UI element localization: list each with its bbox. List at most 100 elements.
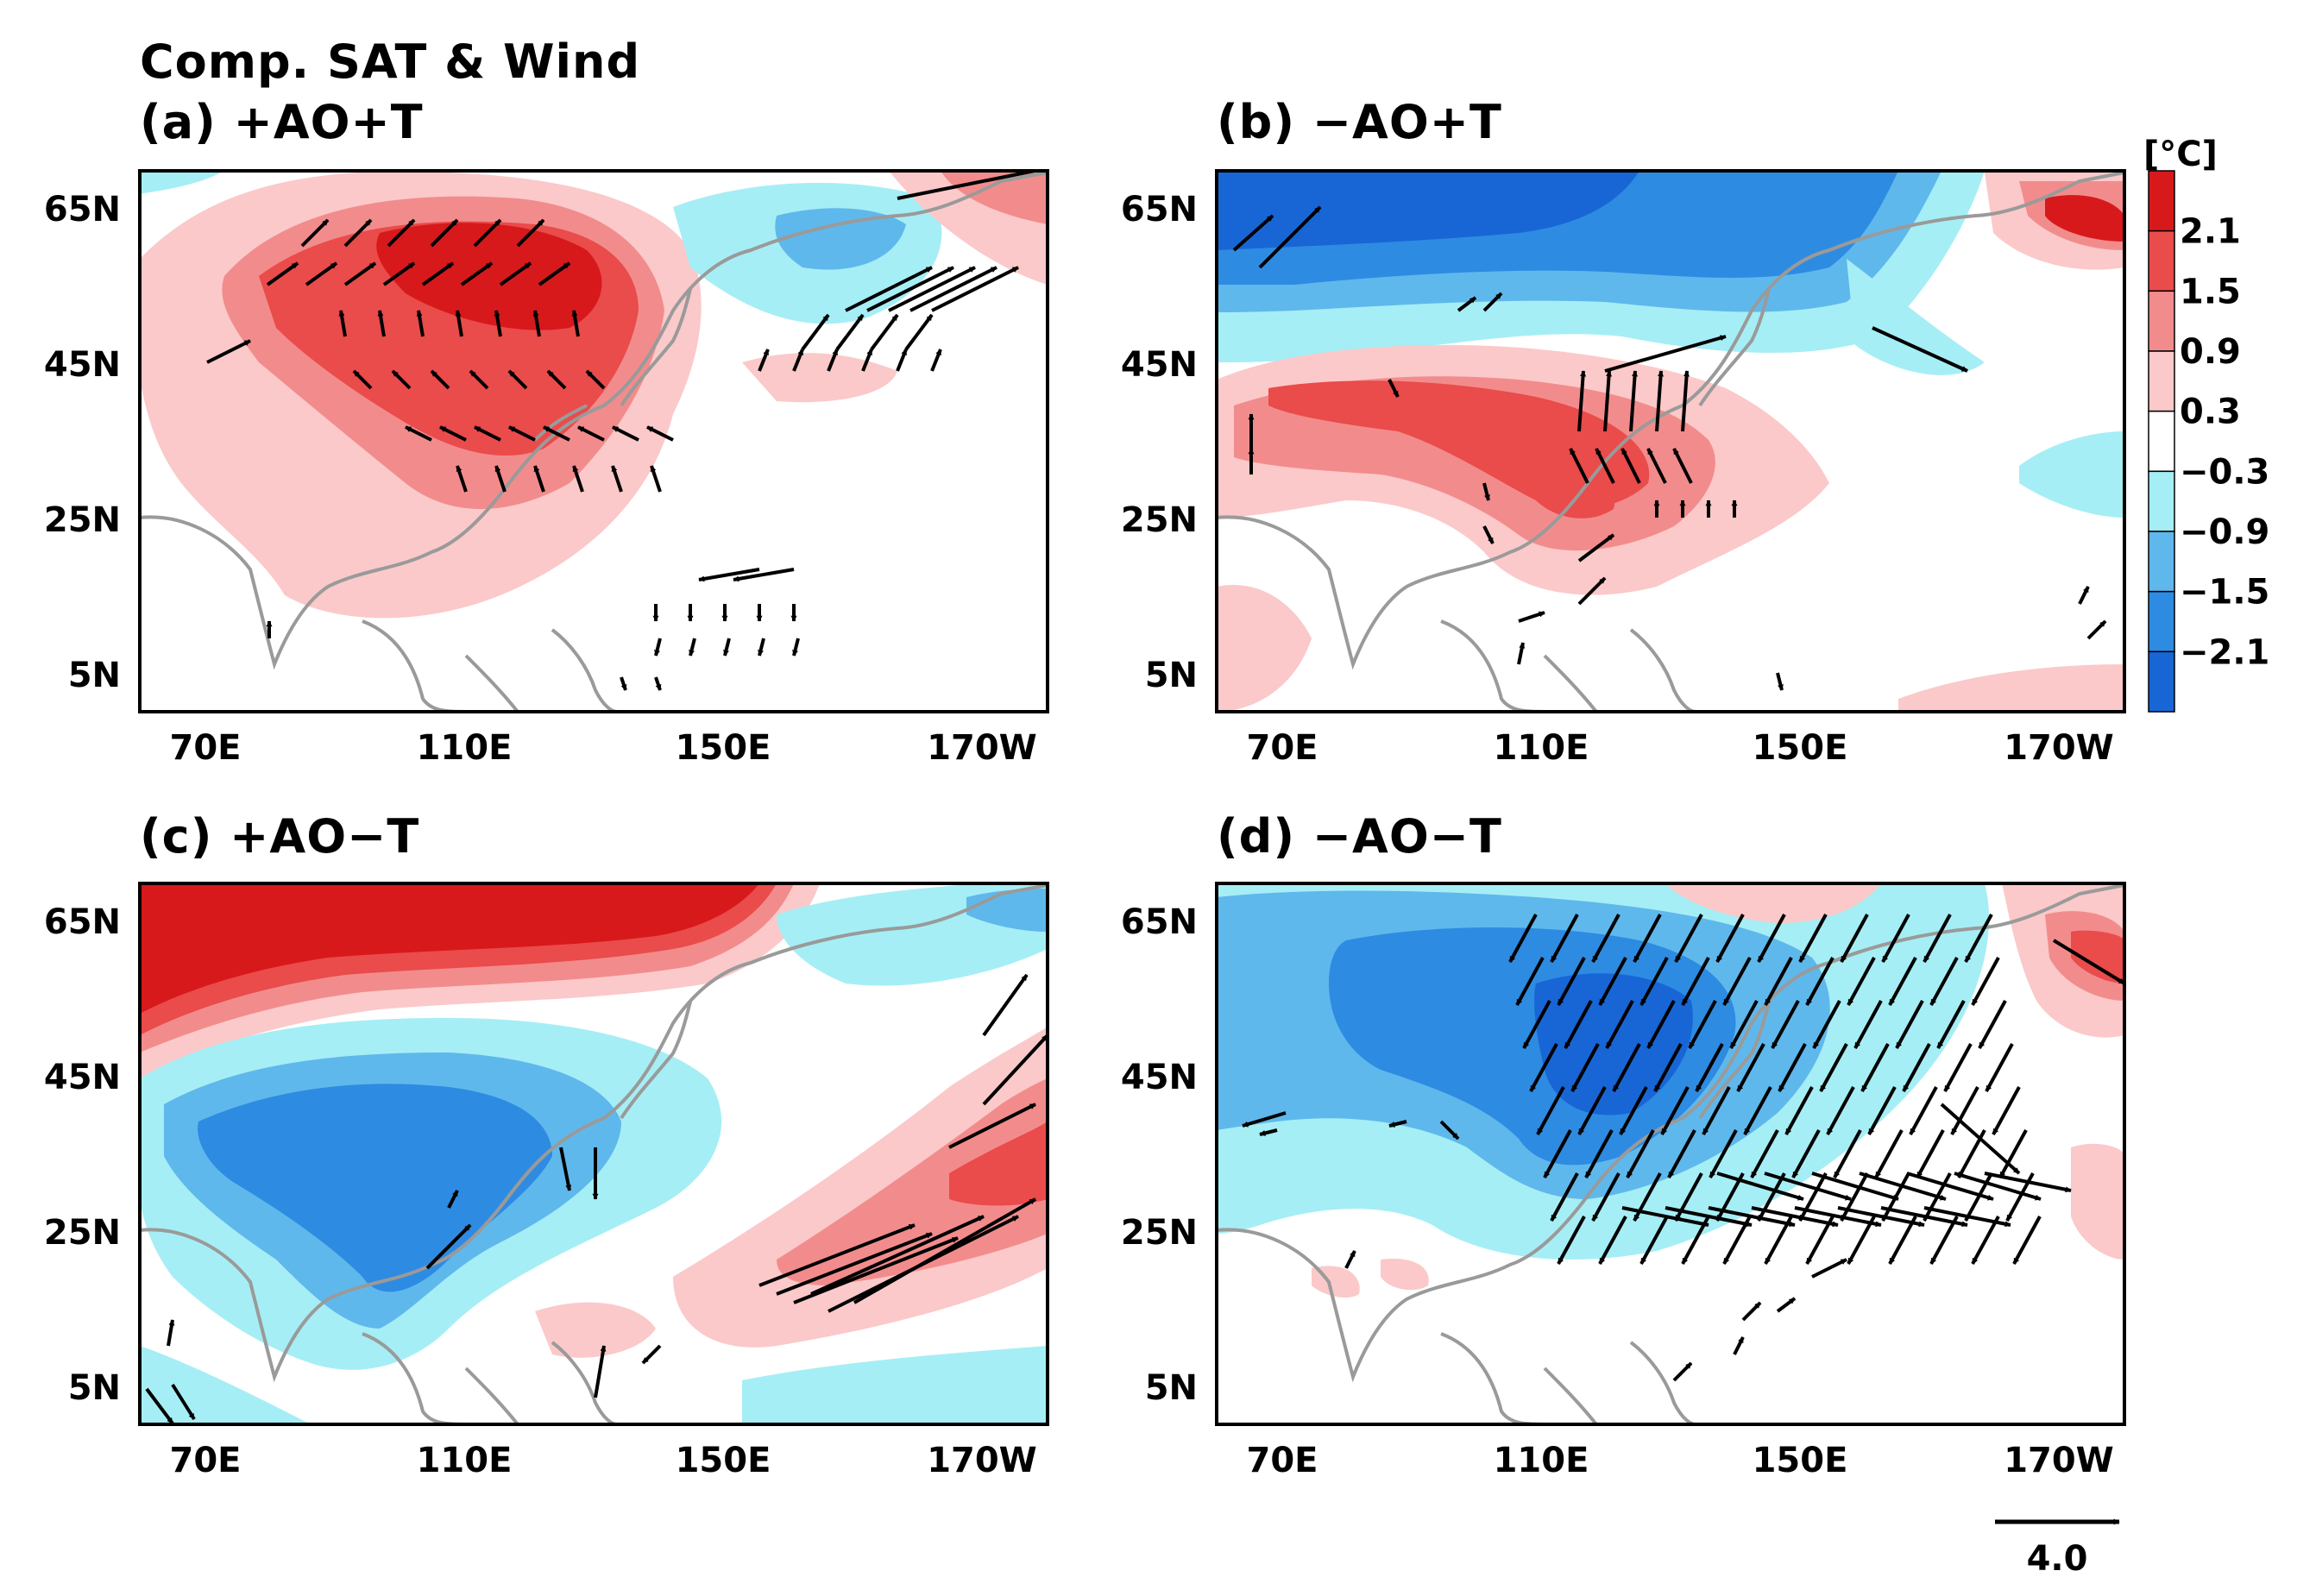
wind-arrow	[1771, 1000, 1800, 1049]
lat-tick: 65N	[1121, 902, 1198, 942]
lon-tick: 110E	[417, 1441, 513, 1480]
wind-arrow	[1992, 1086, 2021, 1135]
wind-arrow	[1667, 1129, 1696, 1178]
wind-arrow	[835, 313, 865, 351]
wind-arrow	[1923, 1206, 2011, 1228]
colorbar-level: −0.9	[2180, 512, 2269, 552]
wind-arrow	[1741, 1301, 1762, 1322]
wind-arrow	[1811, 1258, 1847, 1279]
wind-arrow	[1584, 1129, 1614, 1178]
wind-arrow	[145, 1387, 174, 1424]
wind-arrow	[1629, 370, 1639, 432]
wind-arrow	[1681, 957, 1710, 1006]
wind-arrow	[1646, 1000, 1676, 1049]
panel-b-title: (b) −AO+T	[1217, 95, 1502, 149]
wind-arrow	[1936, 1000, 1966, 1049]
colorbar-level: −0.3	[2180, 452, 2269, 492]
wind-arrow	[1482, 292, 1503, 312]
wind-arrow	[1665, 1206, 1753, 1228]
wind-arrow	[870, 313, 899, 351]
wind-arrow	[1709, 1129, 1738, 1178]
colorbar-swatch	[2148, 410, 2175, 473]
wind-arrow	[845, 266, 933, 312]
wind-arrow	[1626, 1129, 1655, 1178]
wind-arrow	[611, 465, 623, 493]
wind-arrow	[474, 425, 501, 442]
wind-arrow	[1672, 1361, 1693, 1382]
wind-arrow	[508, 425, 536, 442]
wind-arrow	[723, 638, 731, 657]
colorbar-level: 0.9	[2180, 332, 2241, 372]
wind-arrow	[1232, 214, 1274, 252]
wind-arrow	[494, 310, 502, 337]
wind-arrow	[439, 425, 467, 442]
wind-arrow	[1964, 1172, 1993, 1222]
wind-arrow	[2078, 586, 2090, 605]
wind-arrow	[1674, 914, 1703, 963]
wind-arrow	[698, 568, 760, 582]
wind-arrow	[793, 1236, 959, 1304]
wind-arrow	[1794, 1206, 1882, 1228]
wind-arrow	[1591, 914, 1620, 963]
wind-arrow	[801, 313, 830, 351]
wind-arrow	[1733, 1336, 1745, 1355]
wind-arrow	[810, 1215, 985, 1296]
reference-vector-label: 4.0	[2027, 1539, 2088, 1579]
wind-arrow	[1729, 1000, 1759, 1049]
wind-arrow	[1482, 482, 1490, 501]
wind-arrow	[1929, 1216, 1959, 1265]
wind-arrow	[455, 310, 463, 337]
wind-arrow	[1950, 1086, 1979, 1135]
wind-arrow	[300, 218, 330, 248]
wind-arrow	[1508, 914, 1538, 963]
lat-tick: 5N	[1145, 1368, 1198, 1408]
colorbar-level: 2.1	[2180, 212, 2241, 252]
wind-arrow	[792, 638, 800, 657]
wind-arrow	[1604, 335, 1727, 373]
wind-arrow	[2012, 1216, 2042, 1265]
lat-tick: 45N	[1121, 345, 1198, 385]
wind-arrow	[543, 425, 570, 442]
wind-arrow	[1943, 1043, 1973, 1092]
wind-arrow	[516, 218, 545, 248]
wind-arrow	[1757, 914, 1786, 963]
lat-tick: 45N	[44, 1058, 121, 1097]
wind-arrow	[1791, 1129, 1821, 1178]
wind-arrow	[2052, 939, 2124, 985]
wind-arrow	[1564, 1000, 1593, 1049]
colorbar-level: −2.1	[2180, 632, 2269, 672]
wind-arrow	[171, 1383, 196, 1421]
wind-arrow	[1681, 370, 1690, 432]
wind-arrow	[982, 1034, 1048, 1106]
wind-arrow	[1620, 448, 1641, 484]
wind-arrow	[776, 1232, 933, 1296]
panel-a-title: (a) +AO+T	[140, 95, 424, 149]
wind-vectors	[145, 171, 2124, 1424]
wind-arrow	[1595, 448, 1615, 484]
colorbar: [°C] 2.1 1.5 0.9 0.3 −0.3 −0.9 −1.5 −2.1	[2143, 135, 2269, 713]
lat-tick: 25N	[1121, 500, 1198, 540]
wind-arrow	[577, 425, 605, 442]
wind-arrow	[1515, 957, 1545, 1006]
wind-arrow	[2086, 619, 2107, 640]
wind-arrow	[1906, 1172, 1994, 1201]
wind-arrow	[1998, 1129, 2028, 1178]
wind-arrow	[1923, 914, 1952, 963]
lon-tick: 150E	[1753, 1441, 1848, 1480]
wind-arrow	[1826, 1086, 1855, 1135]
wind-arrow	[1536, 1086, 1565, 1135]
wind-arrow	[1722, 957, 1752, 1006]
lat-tick: 65N	[44, 190, 121, 229]
wind-arrow	[1522, 1000, 1551, 1049]
wind-arrow	[1570, 1043, 1600, 1092]
wind-arrow	[343, 218, 373, 248]
wind-arrow	[1259, 1128, 1278, 1136]
wind-arrow	[1776, 672, 1784, 691]
colorbar-units: [°C]	[2143, 135, 2218, 174]
lat-tick: 5N	[68, 1368, 121, 1408]
wind-arrow	[1764, 1172, 1852, 1201]
lat-tick: 25N	[44, 1213, 121, 1253]
wind-arrow	[1621, 1206, 1709, 1228]
wind-arrow	[473, 218, 502, 248]
lon-tick: 110E	[417, 728, 513, 768]
